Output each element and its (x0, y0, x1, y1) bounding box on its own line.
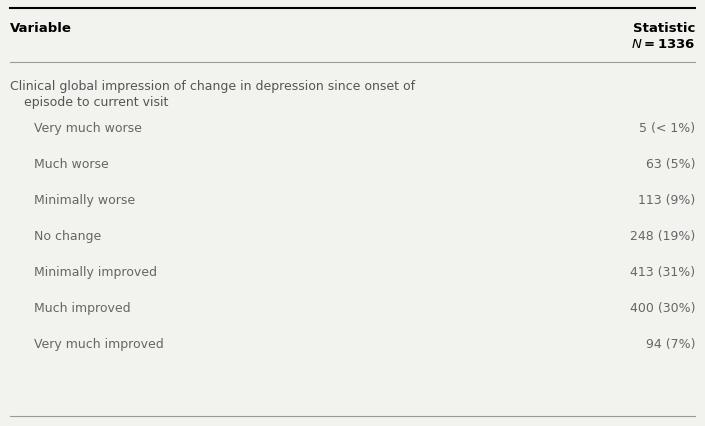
Text: Much improved: Much improved (34, 302, 130, 315)
Text: episode to current visit: episode to current visit (24, 96, 168, 109)
Text: 400 (30%): 400 (30%) (630, 302, 695, 315)
Text: $\mathbf{\mathit{N}}\mathbf{= 1336}$: $\mathbf{\mathit{N}}\mathbf{= 1336}$ (630, 38, 695, 51)
Text: Much worse: Much worse (34, 158, 109, 171)
Text: 63 (5%): 63 (5%) (646, 158, 695, 171)
Text: Minimally improved: Minimally improved (34, 266, 157, 279)
Text: Variable: Variable (10, 22, 72, 35)
Text: 113 (9%): 113 (9%) (638, 194, 695, 207)
Text: Very much worse: Very much worse (34, 122, 142, 135)
Text: Minimally worse: Minimally worse (34, 194, 135, 207)
Text: Clinical global impression of change in depression since onset of: Clinical global impression of change in … (10, 80, 415, 93)
Text: Statistic: Statistic (632, 22, 695, 35)
Text: 5 (< 1%): 5 (< 1%) (639, 122, 695, 135)
Text: No change: No change (34, 230, 102, 243)
Text: Very much improved: Very much improved (34, 338, 164, 351)
Text: 413 (31%): 413 (31%) (630, 266, 695, 279)
Text: 94 (7%): 94 (7%) (646, 338, 695, 351)
Text: 248 (19%): 248 (19%) (630, 230, 695, 243)
